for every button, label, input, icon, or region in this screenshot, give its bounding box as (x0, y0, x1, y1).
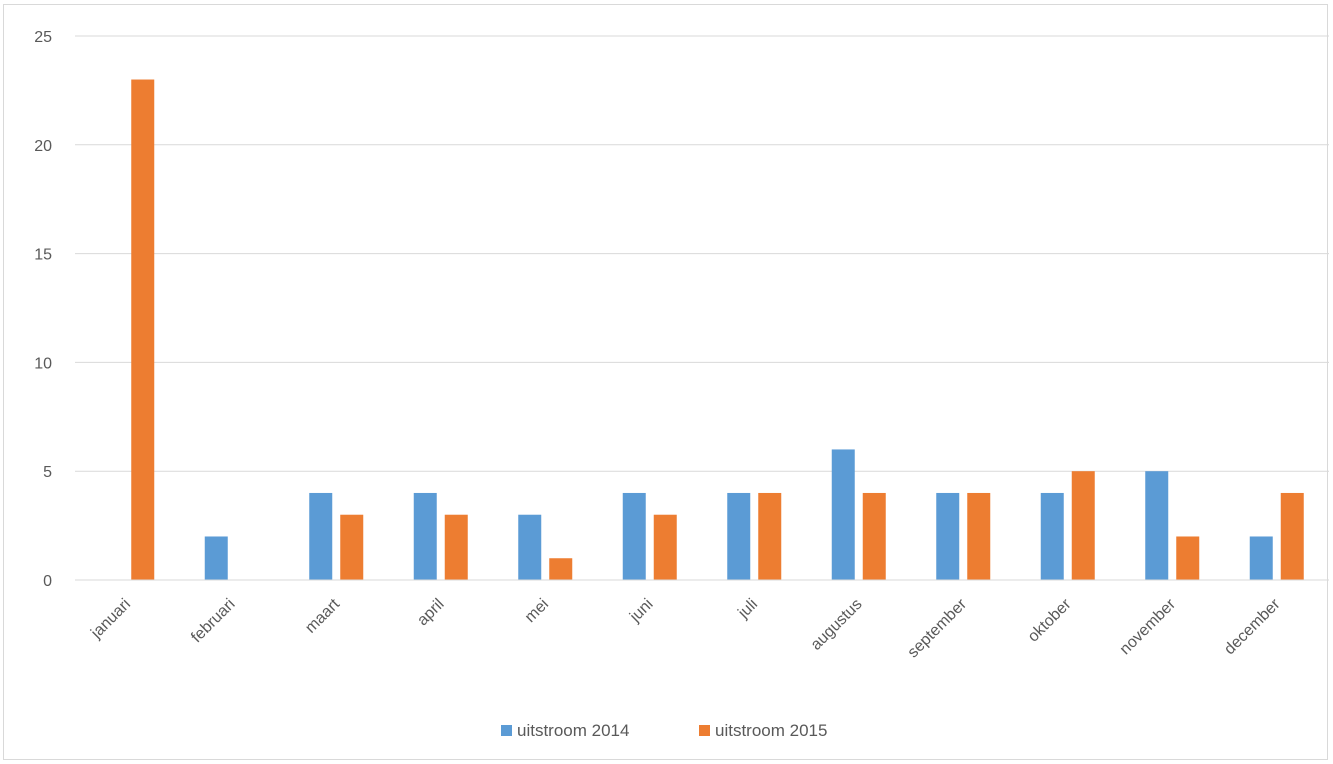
bar-uitstroom-2014 (309, 492, 333, 580)
bar-uitstroom-2015 (1176, 536, 1200, 580)
bar-uitstroom-2015 (549, 558, 573, 580)
bar-uitstroom-2014 (727, 492, 751, 580)
legend-label: uitstroom 2014 (517, 721, 629, 740)
bar-uitstroom-2014 (1249, 536, 1273, 580)
x-tick-label: mei (522, 596, 552, 626)
x-tick-label: maart (302, 595, 343, 636)
y-tick-label: 0 (43, 573, 52, 590)
bar-uitstroom-2015 (131, 79, 155, 581)
x-tick-label: april (414, 596, 447, 629)
bar-uitstroom-2014 (1145, 471, 1169, 580)
bars (131, 79, 1304, 581)
bar-uitstroom-2014 (622, 492, 646, 580)
x-tick-label: september (905, 595, 971, 661)
bar-uitstroom-2015 (1280, 492, 1304, 580)
bar-uitstroom-2015 (1071, 471, 1095, 580)
bar-uitstroom-2014 (204, 536, 228, 580)
x-tick-label: december (1221, 595, 1284, 658)
bar-uitstroom-2015 (340, 514, 364, 580)
legend-swatch (501, 725, 512, 736)
bar-uitstroom-2014 (831, 449, 855, 580)
x-axis-ticks: januari februari maart april mei juni juli augu… (87, 595, 1284, 661)
bar-uitstroom-2015 (758, 492, 782, 580)
x-tick-label: augustus (808, 596, 866, 654)
x-tick-label: juli (735, 596, 762, 623)
legend: uitstroom 2014 uitstroom 2015 (501, 721, 827, 740)
y-tick-label: 15 (34, 247, 52, 264)
x-tick-label: januari (87, 596, 134, 643)
bar-uitstroom-2015 (862, 492, 886, 580)
x-tick-label: november (1117, 595, 1180, 658)
bar-uitstroom-2014 (413, 492, 437, 580)
y-tick-label: 5 (43, 464, 52, 481)
y-axis-ticks: 0 5 10 15 20 25 (34, 29, 52, 590)
bar-uitstroom-2015 (653, 514, 677, 580)
chart-frame: 0 5 10 15 20 25 januari februari maart april mei j… (3, 4, 1329, 760)
bar-uitstroom-2014 (518, 514, 542, 580)
y-tick-label: 10 (34, 355, 52, 372)
bar-uitstroom-2014 (1040, 492, 1064, 580)
y-tick-label: 20 (34, 138, 52, 155)
bar-uitstroom-2015 (967, 492, 991, 580)
legend-swatch (699, 725, 710, 736)
gridlines (75, 35, 1329, 472)
x-tick-label: juni (626, 596, 656, 626)
x-tick-label: oktober (1025, 595, 1075, 645)
x-tick-label: februari (188, 596, 238, 646)
bar-uitstroom-2015 (444, 514, 468, 580)
y-tick-label: 25 (34, 29, 52, 46)
bar-uitstroom-2014 (936, 492, 960, 580)
legend-label: uitstroom 2015 (715, 721, 827, 740)
